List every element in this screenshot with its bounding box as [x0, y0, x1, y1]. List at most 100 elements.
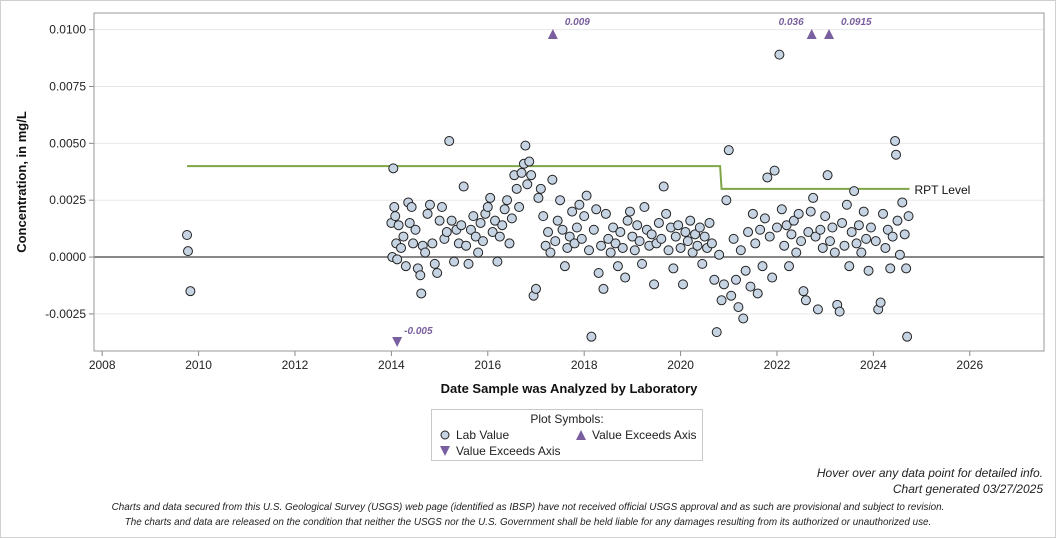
data-point[interactable] [750, 238, 761, 249]
data-point[interactable] [473, 247, 484, 258]
data-point[interactable] [416, 288, 427, 299]
data-point[interactable] [574, 199, 585, 210]
data-point[interactable] [675, 242, 686, 253]
data-point[interactable] [899, 229, 910, 240]
data-point[interactable] [579, 211, 590, 222]
data-point[interactable] [714, 249, 725, 260]
data-point[interactable] [774, 49, 785, 60]
data-point[interactable] [564, 231, 575, 242]
data-point[interactable] [415, 270, 426, 281]
data-point[interactable] [559, 261, 570, 272]
data-point[interactable] [878, 208, 889, 219]
data-point[interactable] [535, 183, 546, 194]
data-point[interactable] [856, 247, 867, 258]
data-point[interactable] [390, 211, 401, 222]
data-point[interactable] [522, 179, 533, 190]
data-point[interactable] [540, 240, 551, 251]
data-point[interactable] [800, 295, 811, 306]
data-point[interactable] [584, 245, 595, 256]
data-point[interactable] [646, 229, 657, 240]
data-point[interactable] [827, 222, 838, 233]
data-point[interactable] [422, 208, 433, 219]
data-point[interactable] [718, 279, 729, 290]
data-point[interactable] [506, 213, 517, 224]
data-point[interactable] [670, 231, 681, 242]
data-point[interactable] [668, 263, 679, 274]
data-point[interactable] [593, 267, 604, 278]
data-point[interactable] [829, 247, 840, 258]
data-point[interactable] [432, 267, 443, 278]
data-point[interactable] [487, 227, 498, 238]
data-point[interactable] [733, 302, 744, 313]
data-point[interactable] [396, 242, 407, 253]
data-point[interactable] [769, 165, 780, 176]
data-point[interactable] [543, 227, 554, 238]
data-point[interactable] [634, 236, 645, 247]
data-point[interactable] [588, 224, 599, 235]
data-point[interactable] [699, 231, 710, 242]
data-point[interactable] [738, 313, 749, 324]
data-point[interactable] [458, 181, 469, 192]
data-point[interactable] [632, 220, 643, 231]
data-point[interactable] [677, 279, 688, 290]
data-point[interactable] [441, 227, 452, 238]
data-point[interactable] [456, 220, 467, 231]
data-point[interactable] [822, 170, 833, 181]
data-point[interactable] [841, 199, 852, 210]
data-point[interactable] [656, 233, 667, 244]
data-point[interactable] [620, 272, 631, 283]
data-point[interactable] [747, 208, 758, 219]
data-point[interactable] [429, 258, 440, 269]
data-point[interactable] [740, 265, 751, 276]
data-point[interactable] [663, 245, 674, 256]
data-point[interactable] [600, 208, 611, 219]
data-point[interactable] [408, 238, 419, 249]
data-point[interactable] [576, 233, 587, 244]
data-point[interactable] [398, 231, 409, 242]
data-point[interactable] [485, 192, 496, 203]
data-point[interactable] [603, 233, 614, 244]
data-point[interactable] [903, 211, 914, 222]
data-point[interactable] [586, 331, 597, 342]
data-point[interactable] [709, 274, 720, 285]
data-point[interactable] [622, 215, 633, 226]
data-point[interactable] [897, 197, 908, 208]
data-point[interactable] [861, 233, 872, 244]
data-point[interactable] [465, 224, 476, 235]
data-point[interactable] [477, 236, 488, 247]
data-point[interactable] [779, 240, 790, 251]
data-point[interactable] [865, 222, 876, 233]
data-point[interactable] [436, 202, 447, 213]
data-point[interactable] [837, 217, 848, 228]
data-point[interactable] [844, 261, 855, 272]
data-point[interactable] [815, 224, 826, 235]
data-point[interactable] [420, 247, 431, 258]
data-point[interactable] [721, 195, 732, 206]
data-point[interactable] [497, 220, 508, 231]
data-point[interactable] [499, 204, 510, 215]
data-point[interactable] [524, 156, 535, 167]
data-point[interactable] [731, 274, 742, 285]
data-point[interactable] [449, 256, 460, 267]
data-point[interactable] [461, 240, 472, 251]
data-point[interactable] [182, 246, 193, 257]
data-point[interactable] [685, 215, 696, 226]
data-point[interactable] [389, 202, 400, 213]
data-point[interactable] [591, 204, 602, 215]
data-point[interactable] [538, 211, 549, 222]
data-point[interactable] [786, 229, 797, 240]
data-point[interactable] [771, 222, 782, 233]
data-point[interactable] [400, 261, 411, 272]
data-point[interactable] [627, 231, 638, 242]
data-point[interactable] [858, 206, 869, 217]
data-point[interactable] [388, 163, 399, 174]
data-point[interactable] [516, 167, 527, 178]
data-point[interactable] [639, 202, 650, 213]
data-point[interactable] [596, 240, 607, 251]
data-point[interactable] [615, 227, 626, 238]
data-point[interactable] [793, 208, 804, 219]
data-point[interactable] [882, 224, 893, 235]
data-point[interactable] [494, 231, 505, 242]
data-point[interactable] [605, 247, 616, 258]
data-point[interactable] [796, 236, 807, 247]
